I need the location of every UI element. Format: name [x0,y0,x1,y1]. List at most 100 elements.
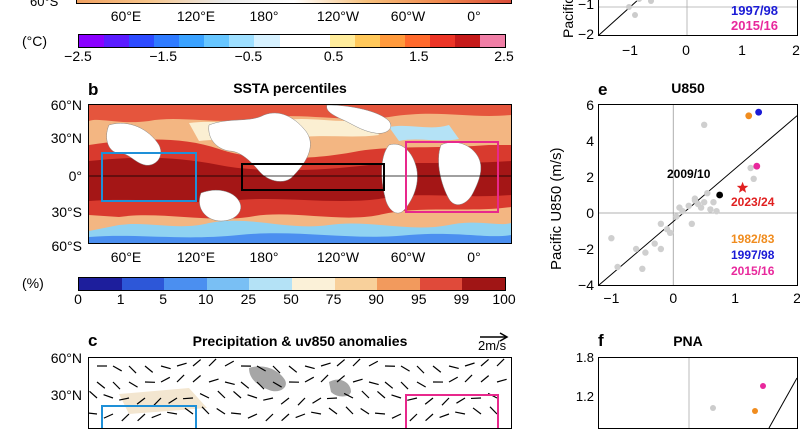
wind-vector [248,395,257,398]
wind-vector [362,391,369,398]
wind-vector [129,366,136,373]
panel-f-ytick-1: 1.2 [576,389,594,404]
scatter-point [686,203,692,209]
panel-e-xtick: 2 [793,290,800,306]
atlantic-box [405,141,499,213]
wind-vector [321,363,331,366]
panel-b-units: (%) [22,275,44,291]
wind-vector [233,391,241,398]
wind-vector [449,377,458,382]
wind-vector [145,366,153,372]
panel-e-title: U850 [671,80,704,96]
wind-vector [391,395,401,398]
wind-vector [289,366,297,372]
colorbar-swatch [164,278,207,290]
panel-b-letter: b [88,80,98,100]
wind-vector [417,366,424,373]
wind-vector [129,382,138,387]
colorbar-swatch [79,35,104,47]
wind-vector [497,379,507,382]
panel-f-ytick-0: 1.8 [576,350,594,365]
wind-vector [161,366,171,369]
panel-b-lon-label: 120°E [177,249,215,265]
panel-a-units: (°C) [22,33,47,49]
scatter-point [651,240,657,246]
wind-vector [177,375,184,382]
scatter-point [608,235,614,241]
panel-b-title: SSTA percentiles [233,80,347,96]
panel-b-lon-label: 120°W [317,249,359,265]
colorbar-label: 5 [159,291,167,307]
colorbar-label: 25 [241,291,257,307]
panel-e-ytick: 2 [586,169,594,185]
colorbar-swatch [249,278,292,290]
wind-vector [97,382,105,388]
panel-e-ytick: −2 [578,241,594,257]
colorbar-swatch [335,278,378,290]
scatter-point [713,208,719,214]
colorbar-label: 0 [74,291,82,307]
wind-vector [200,394,209,398]
wind-vector [296,414,305,418]
panel-e-letter: e [598,80,607,100]
panel-c-title: Precipitation & uv850 anomalies [193,333,408,349]
scatter-point [673,213,679,219]
colorbar-swatch [420,278,463,290]
panel-b-lon-label: 0° [467,249,480,265]
wind-vector [465,363,475,366]
colorbar-label: 90 [368,291,384,307]
wind-vector [88,413,97,414]
scatter-point [710,199,716,205]
panel-d-xtick: 0 [682,42,690,58]
colorbar-swatch [207,278,250,290]
highlight-point-1997-98 [755,109,762,116]
wind-vector [113,366,122,371]
panel-b-lon-label: 60°W [391,249,425,265]
colorbar-swatch [330,35,355,47]
panel-b-colorbar [78,277,506,291]
panel-e-xtick: 1 [731,290,739,306]
wind-vector [401,366,410,371]
colorbar-swatch [229,35,254,47]
wind-vector [266,414,273,421]
panel-e-ylabel: Pacific U850 (m/s) [548,147,565,270]
wind-vector [248,414,257,418]
wind-vector [225,361,234,366]
wind-vector [104,395,113,398]
colorbar-swatch [355,35,380,47]
ref-vector-arrow [480,332,510,342]
wind-vector [401,382,408,389]
scatter-point [701,199,707,205]
wind-vector [497,359,504,366]
wind-vector [327,398,337,399]
wind-vector [282,414,289,421]
colorbar-swatch [377,278,420,290]
highlight-point-1982-83 [745,112,752,119]
panel-c-indian-box [101,405,197,429]
panel-d-ylabel: Pacific [560,0,576,38]
wind-vector [298,398,305,405]
legend-1997-98: 1997/98 [731,248,774,262]
colorbar-label: 50 [283,291,299,307]
scatter-point [698,204,704,210]
scatter-point [614,264,620,270]
wind-vector [225,382,235,384]
panel-f-letter: f [598,331,604,351]
panel-b-lon-label: 180° [250,249,279,265]
scatter-point [692,197,698,203]
colorbar-swatch [179,35,204,47]
highlight-point-2009-10 [716,192,723,199]
panel-d-legend-2015: 2015/16 [731,18,778,33]
colorbar-swatch [480,35,505,47]
pacific-box [241,163,385,191]
wind-vector [417,382,426,387]
panel-f-axes [598,357,798,429]
wind-vector [465,375,472,382]
wind-vector [433,366,441,372]
wind-vector [369,361,378,366]
panel-c-lat-label: 60°N [51,350,82,366]
colorbar-swatch [122,278,165,290]
wind-vector [337,360,345,366]
wind-vector [385,382,393,388]
scatter-point [750,176,756,182]
